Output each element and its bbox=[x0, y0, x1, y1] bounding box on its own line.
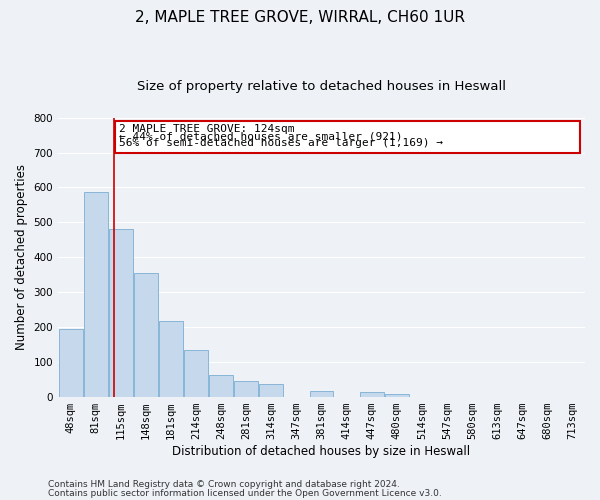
Bar bbox=[59, 330, 83, 396]
Bar bbox=[259, 384, 283, 396]
Bar bbox=[115, 122, 580, 152]
Bar bbox=[134, 273, 158, 396]
Bar bbox=[310, 390, 334, 396]
Y-axis label: Number of detached properties: Number of detached properties bbox=[15, 164, 28, 350]
Text: 2 MAPLE TREE GROVE: 124sqm: 2 MAPLE TREE GROVE: 124sqm bbox=[119, 124, 295, 134]
Text: Contains HM Land Registry data © Crown copyright and database right 2024.: Contains HM Land Registry data © Crown c… bbox=[48, 480, 400, 489]
Bar bbox=[385, 394, 409, 396]
Title: Size of property relative to detached houses in Heswall: Size of property relative to detached ho… bbox=[137, 80, 506, 93]
X-axis label: Distribution of detached houses by size in Heswall: Distribution of detached houses by size … bbox=[172, 444, 470, 458]
Bar bbox=[184, 350, 208, 397]
Bar bbox=[360, 392, 383, 396]
Bar bbox=[235, 381, 258, 396]
Bar bbox=[109, 229, 133, 396]
Text: ← 44% of detached houses are smaller (921): ← 44% of detached houses are smaller (92… bbox=[119, 131, 403, 141]
Bar bbox=[84, 192, 107, 396]
Bar bbox=[209, 376, 233, 396]
Bar bbox=[159, 322, 183, 396]
Text: 2, MAPLE TREE GROVE, WIRRAL, CH60 1UR: 2, MAPLE TREE GROVE, WIRRAL, CH60 1UR bbox=[135, 10, 465, 25]
Text: Contains public sector information licensed under the Open Government Licence v3: Contains public sector information licen… bbox=[48, 488, 442, 498]
Text: 56% of semi-detached houses are larger (1,169) →: 56% of semi-detached houses are larger (… bbox=[119, 138, 443, 148]
